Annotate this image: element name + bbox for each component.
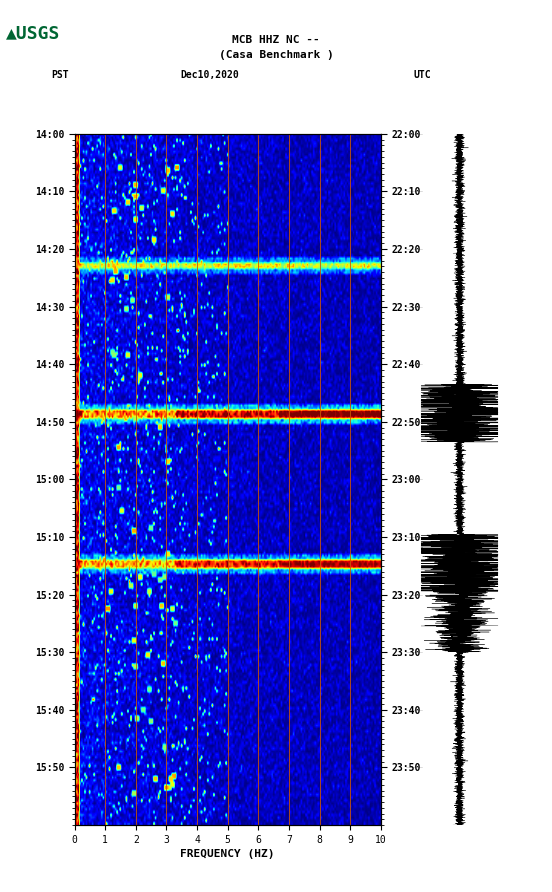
Text: MCB HHZ NC --: MCB HHZ NC --	[232, 35, 320, 45]
X-axis label: FREQUENCY (HZ): FREQUENCY (HZ)	[181, 849, 275, 859]
Text: UTC: UTC	[413, 70, 431, 79]
Text: PST: PST	[51, 70, 69, 79]
Text: (Casa Benchmark ): (Casa Benchmark )	[219, 50, 333, 60]
Text: ▲USGS: ▲USGS	[6, 24, 60, 43]
Text: Dec10,2020: Dec10,2020	[181, 70, 239, 79]
